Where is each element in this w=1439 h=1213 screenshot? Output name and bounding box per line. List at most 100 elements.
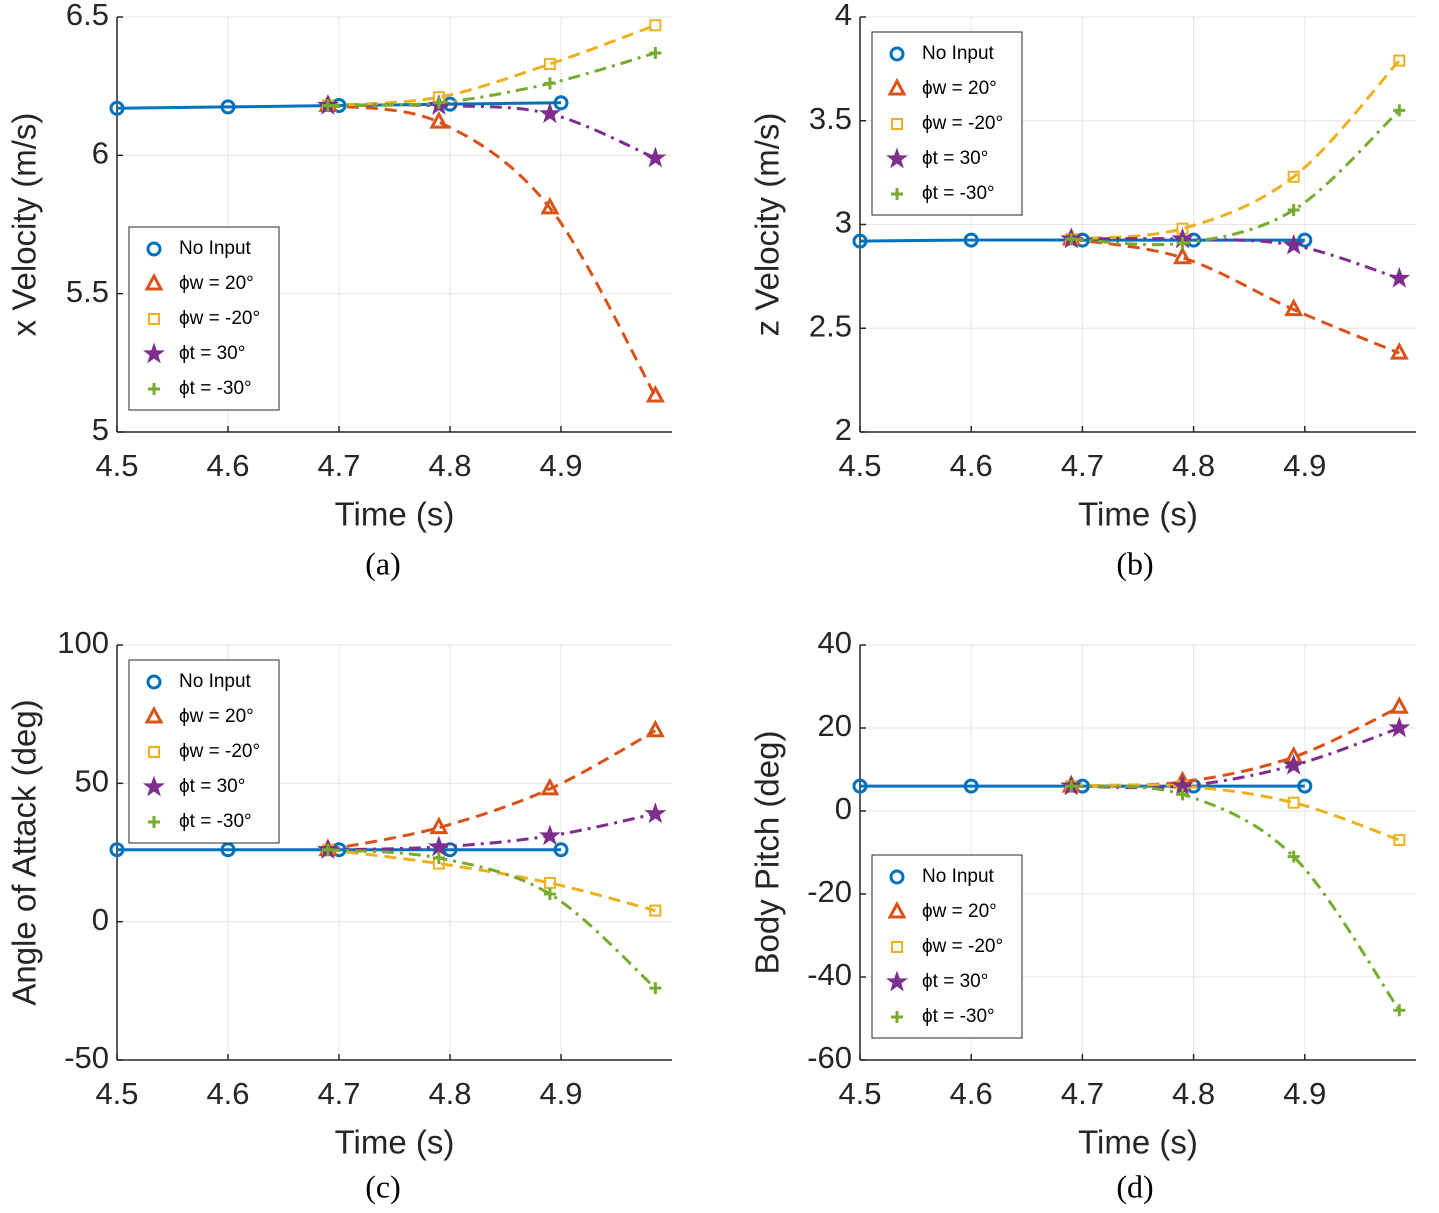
marker <box>645 384 665 403</box>
y-tick-label: 5.5 <box>66 274 109 309</box>
legend-label: No Input <box>922 43 995 64</box>
marker <box>543 58 556 71</box>
marker <box>963 778 979 794</box>
marker <box>852 778 868 794</box>
marker <box>891 1011 903 1023</box>
legend-label: ϕt = -30° <box>179 811 252 832</box>
legend: No Input ϕw = 20° ϕw = -20° ϕt = 30° ϕt = -3… <box>128 226 280 411</box>
y-tick-label: 2 <box>835 412 852 447</box>
series-line <box>327 848 656 913</box>
x-tick-label: 4.9 <box>1283 1076 1326 1111</box>
legend-label: No Input <box>179 238 252 259</box>
series-line <box>1071 783 1400 842</box>
series-line <box>1071 109 1401 247</box>
marker <box>543 876 556 889</box>
series-line <box>1071 784 1401 1012</box>
legend-label: ϕt = -30° <box>179 378 252 399</box>
y-axis-label: z Velocity (m/s) <box>749 113 786 337</box>
marker <box>891 941 903 953</box>
x-tick-label: 4.7 <box>1061 448 1104 483</box>
marker <box>321 843 334 856</box>
y-tick-label: -40 <box>807 957 852 992</box>
marker <box>543 888 556 900</box>
marker <box>1389 696 1409 714</box>
x-tick-label: 4.8 <box>428 448 471 483</box>
marker <box>887 900 907 919</box>
marker <box>148 383 160 395</box>
x-tick-label: 4.5 <box>95 448 138 483</box>
series-line <box>327 812 656 852</box>
series-line <box>1071 237 1400 355</box>
y-tick-label: 40 <box>818 625 852 660</box>
marker <box>146 241 162 257</box>
marker <box>649 19 662 32</box>
x-axis-label: Time (s) <box>1078 496 1198 533</box>
x-tick-label: 4.5 <box>838 448 881 483</box>
marker <box>220 842 236 858</box>
legend-label: ϕw = -20° <box>922 113 1003 134</box>
y-tick-label: -60 <box>807 1040 852 1075</box>
series-line <box>327 51 656 108</box>
x-tick-label: 4.7 <box>317 1076 360 1111</box>
legend-label: ϕw = 20° <box>179 706 254 727</box>
x-tick-label: 4.7 <box>317 448 360 483</box>
marker <box>432 96 445 109</box>
marker <box>887 77 907 96</box>
y-tick-label: 0 <box>835 791 852 826</box>
marker <box>644 146 667 168</box>
marker <box>1282 233 1305 255</box>
marker <box>1287 203 1300 216</box>
legend-label: ϕt = -30° <box>922 183 995 204</box>
x-tick-label: 4.7 <box>1061 1076 1104 1111</box>
legend-label: ϕt = 30° <box>179 776 245 797</box>
marker <box>1176 237 1189 250</box>
marker <box>1287 170 1300 183</box>
legend: No Input ϕw = 20° ϕw = -20° ϕt = 30° ϕt = -3… <box>871 31 1023 216</box>
marker <box>553 95 569 111</box>
caption: (c) <box>365 1168 401 1204</box>
marker <box>963 232 979 248</box>
x-tick-label: 4.8 <box>1172 448 1215 483</box>
x-axis-label: Time (s) <box>1078 1124 1198 1161</box>
y-tick-label: 100 <box>57 625 109 660</box>
marker <box>543 77 556 90</box>
legend-label: ϕw = -20° <box>179 741 260 762</box>
marker <box>146 674 162 690</box>
y-tick-label: 5 <box>92 412 109 447</box>
series-line <box>1071 726 1400 790</box>
marker <box>553 842 569 858</box>
marker <box>540 777 560 796</box>
marker <box>1297 778 1313 794</box>
y-tick-label: 6.5 <box>66 0 109 32</box>
caption: (b) <box>1116 545 1153 581</box>
y-axis-label: x Velocity (m/s) <box>6 113 43 337</box>
marker <box>148 746 160 758</box>
marker <box>891 188 903 200</box>
marker <box>1287 850 1300 863</box>
legend-box <box>871 31 1023 216</box>
subplot: -50 0 50 100 4.5 4.6 4.7 4.8 4.9 Time (s) Angle of… <box>6 625 672 1204</box>
legend-label: ϕt = 30° <box>179 343 245 364</box>
marker <box>148 313 160 325</box>
legend-label: No Input <box>922 866 995 887</box>
y-tick-label: 3 <box>835 205 852 240</box>
x-tick-label: 4.5 <box>95 1076 138 1111</box>
legend-label: ϕw = 20° <box>179 273 254 294</box>
legend-label: ϕw = -20° <box>179 308 260 329</box>
y-tick-label: -20 <box>807 874 852 909</box>
subplot: 5 5.5 6 6.5 4.5 4.6 4.7 4.8 4.9 Time (s) x Velocit… <box>6 0 672 581</box>
legend-box <box>871 854 1023 1039</box>
legend: No Input ϕw = 20° ϕw = -20° ϕt = 30° ϕt = -3… <box>871 854 1023 1039</box>
series-line <box>327 848 657 990</box>
series-line <box>327 23 656 108</box>
caption: (a) <box>365 545 401 581</box>
x-tick-label: 4.9 <box>539 1076 582 1111</box>
legend-label: No Input <box>179 671 252 692</box>
marker <box>891 118 903 130</box>
x-tick-label: 4.8 <box>1172 1076 1215 1111</box>
marker <box>538 824 561 846</box>
marker <box>1284 298 1304 317</box>
legend-box <box>128 659 280 844</box>
y-tick-label: 50 <box>75 764 109 799</box>
